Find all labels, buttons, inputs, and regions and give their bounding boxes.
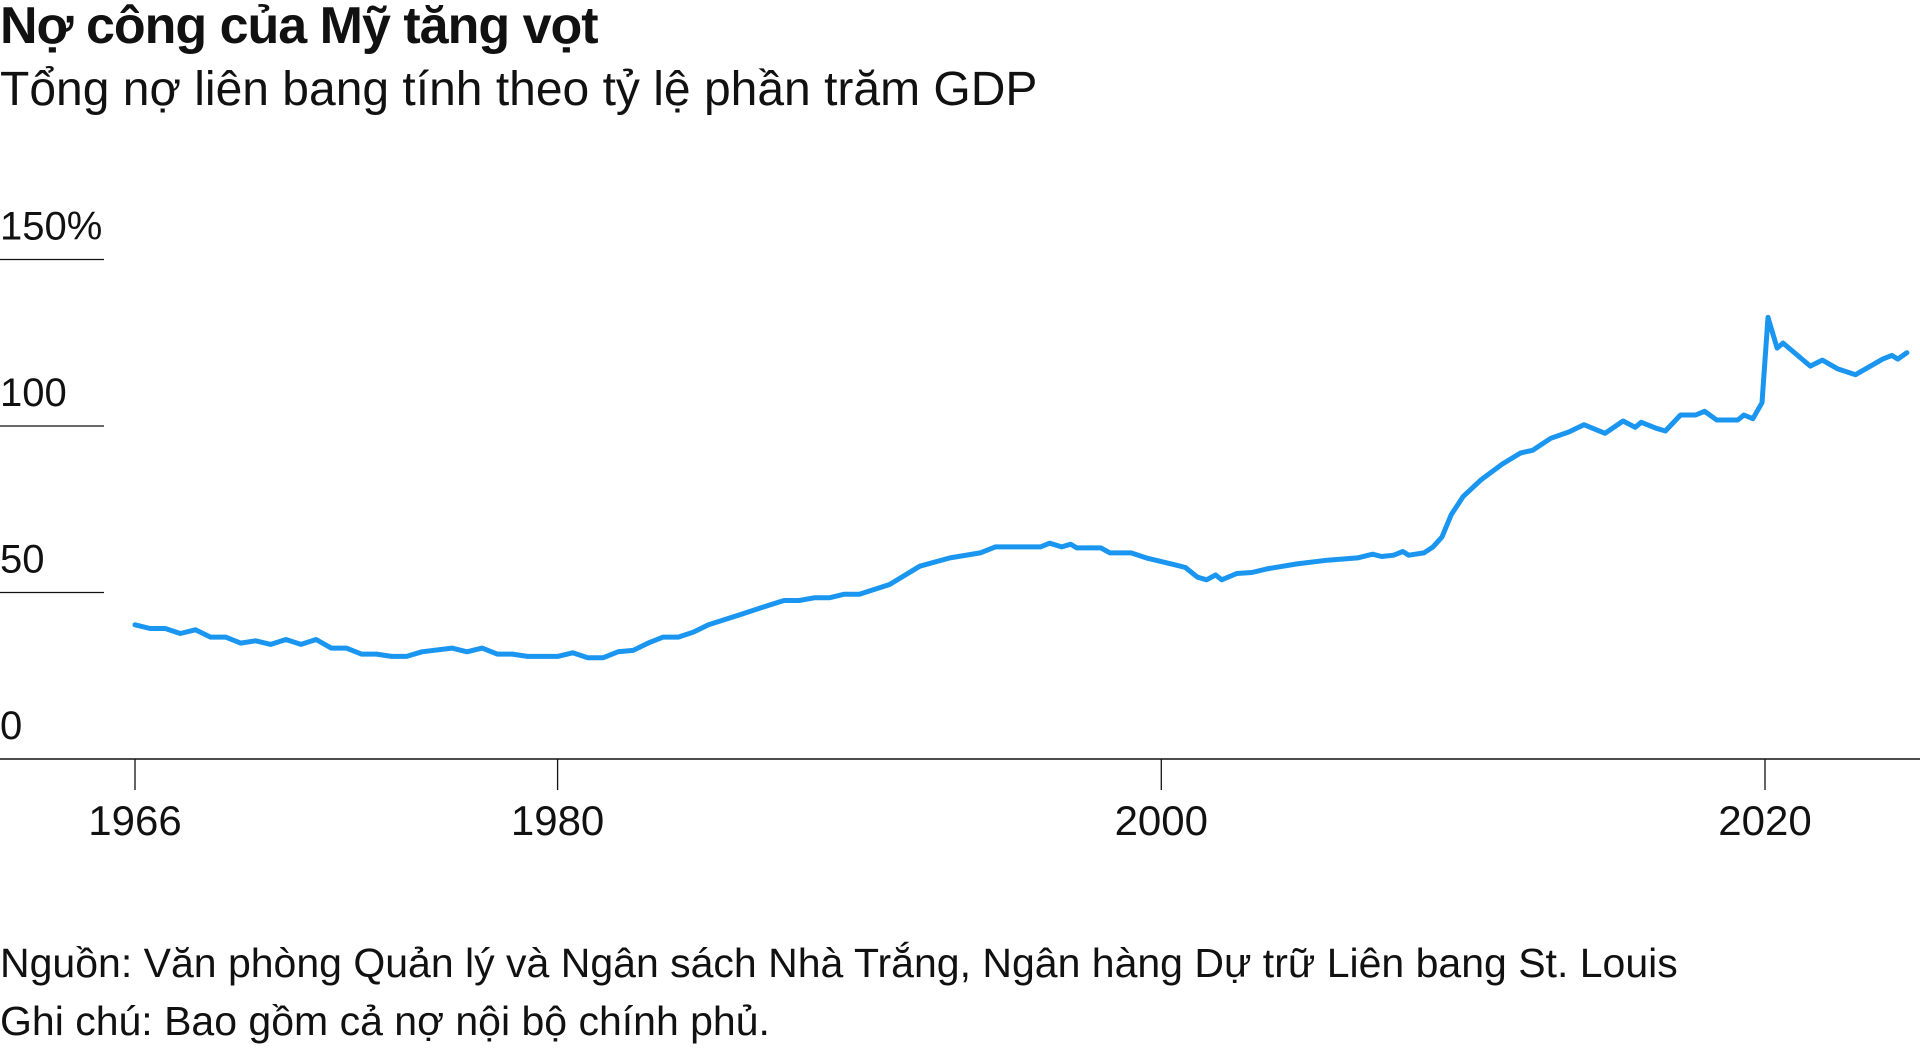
chart-subtitle: Tổng nợ liên bang tính theo tỷ lệ phần t…: [0, 63, 1038, 116]
y-tick-label: 50: [0, 538, 45, 582]
x-tick-label: 2000: [1115, 797, 1208, 844]
x-tick-label: 1980: [511, 797, 604, 844]
x-tick-label: 1966: [88, 797, 181, 844]
y-tick-label: 150%: [0, 205, 102, 249]
line-chart: 150% 100 50 0 1966 1980 2000 2020: [0, 205, 1920, 844]
x-tick-label: 2020: [1718, 797, 1811, 844]
chart-title: Nợ công của Mỹ tăng vọt: [0, 0, 599, 55]
y-tick-label: 100: [0, 371, 67, 415]
source-note: Nguồn: Văn phòng Quản lý và Ngân sách Nh…: [0, 940, 1678, 986]
footnote: Ghi chú: Bao gồm cả nợ nội bộ chính phủ.: [0, 998, 770, 1044]
y-tick-label: 0: [0, 704, 22, 748]
series-line-federal-debt: [132, 314, 1910, 661]
